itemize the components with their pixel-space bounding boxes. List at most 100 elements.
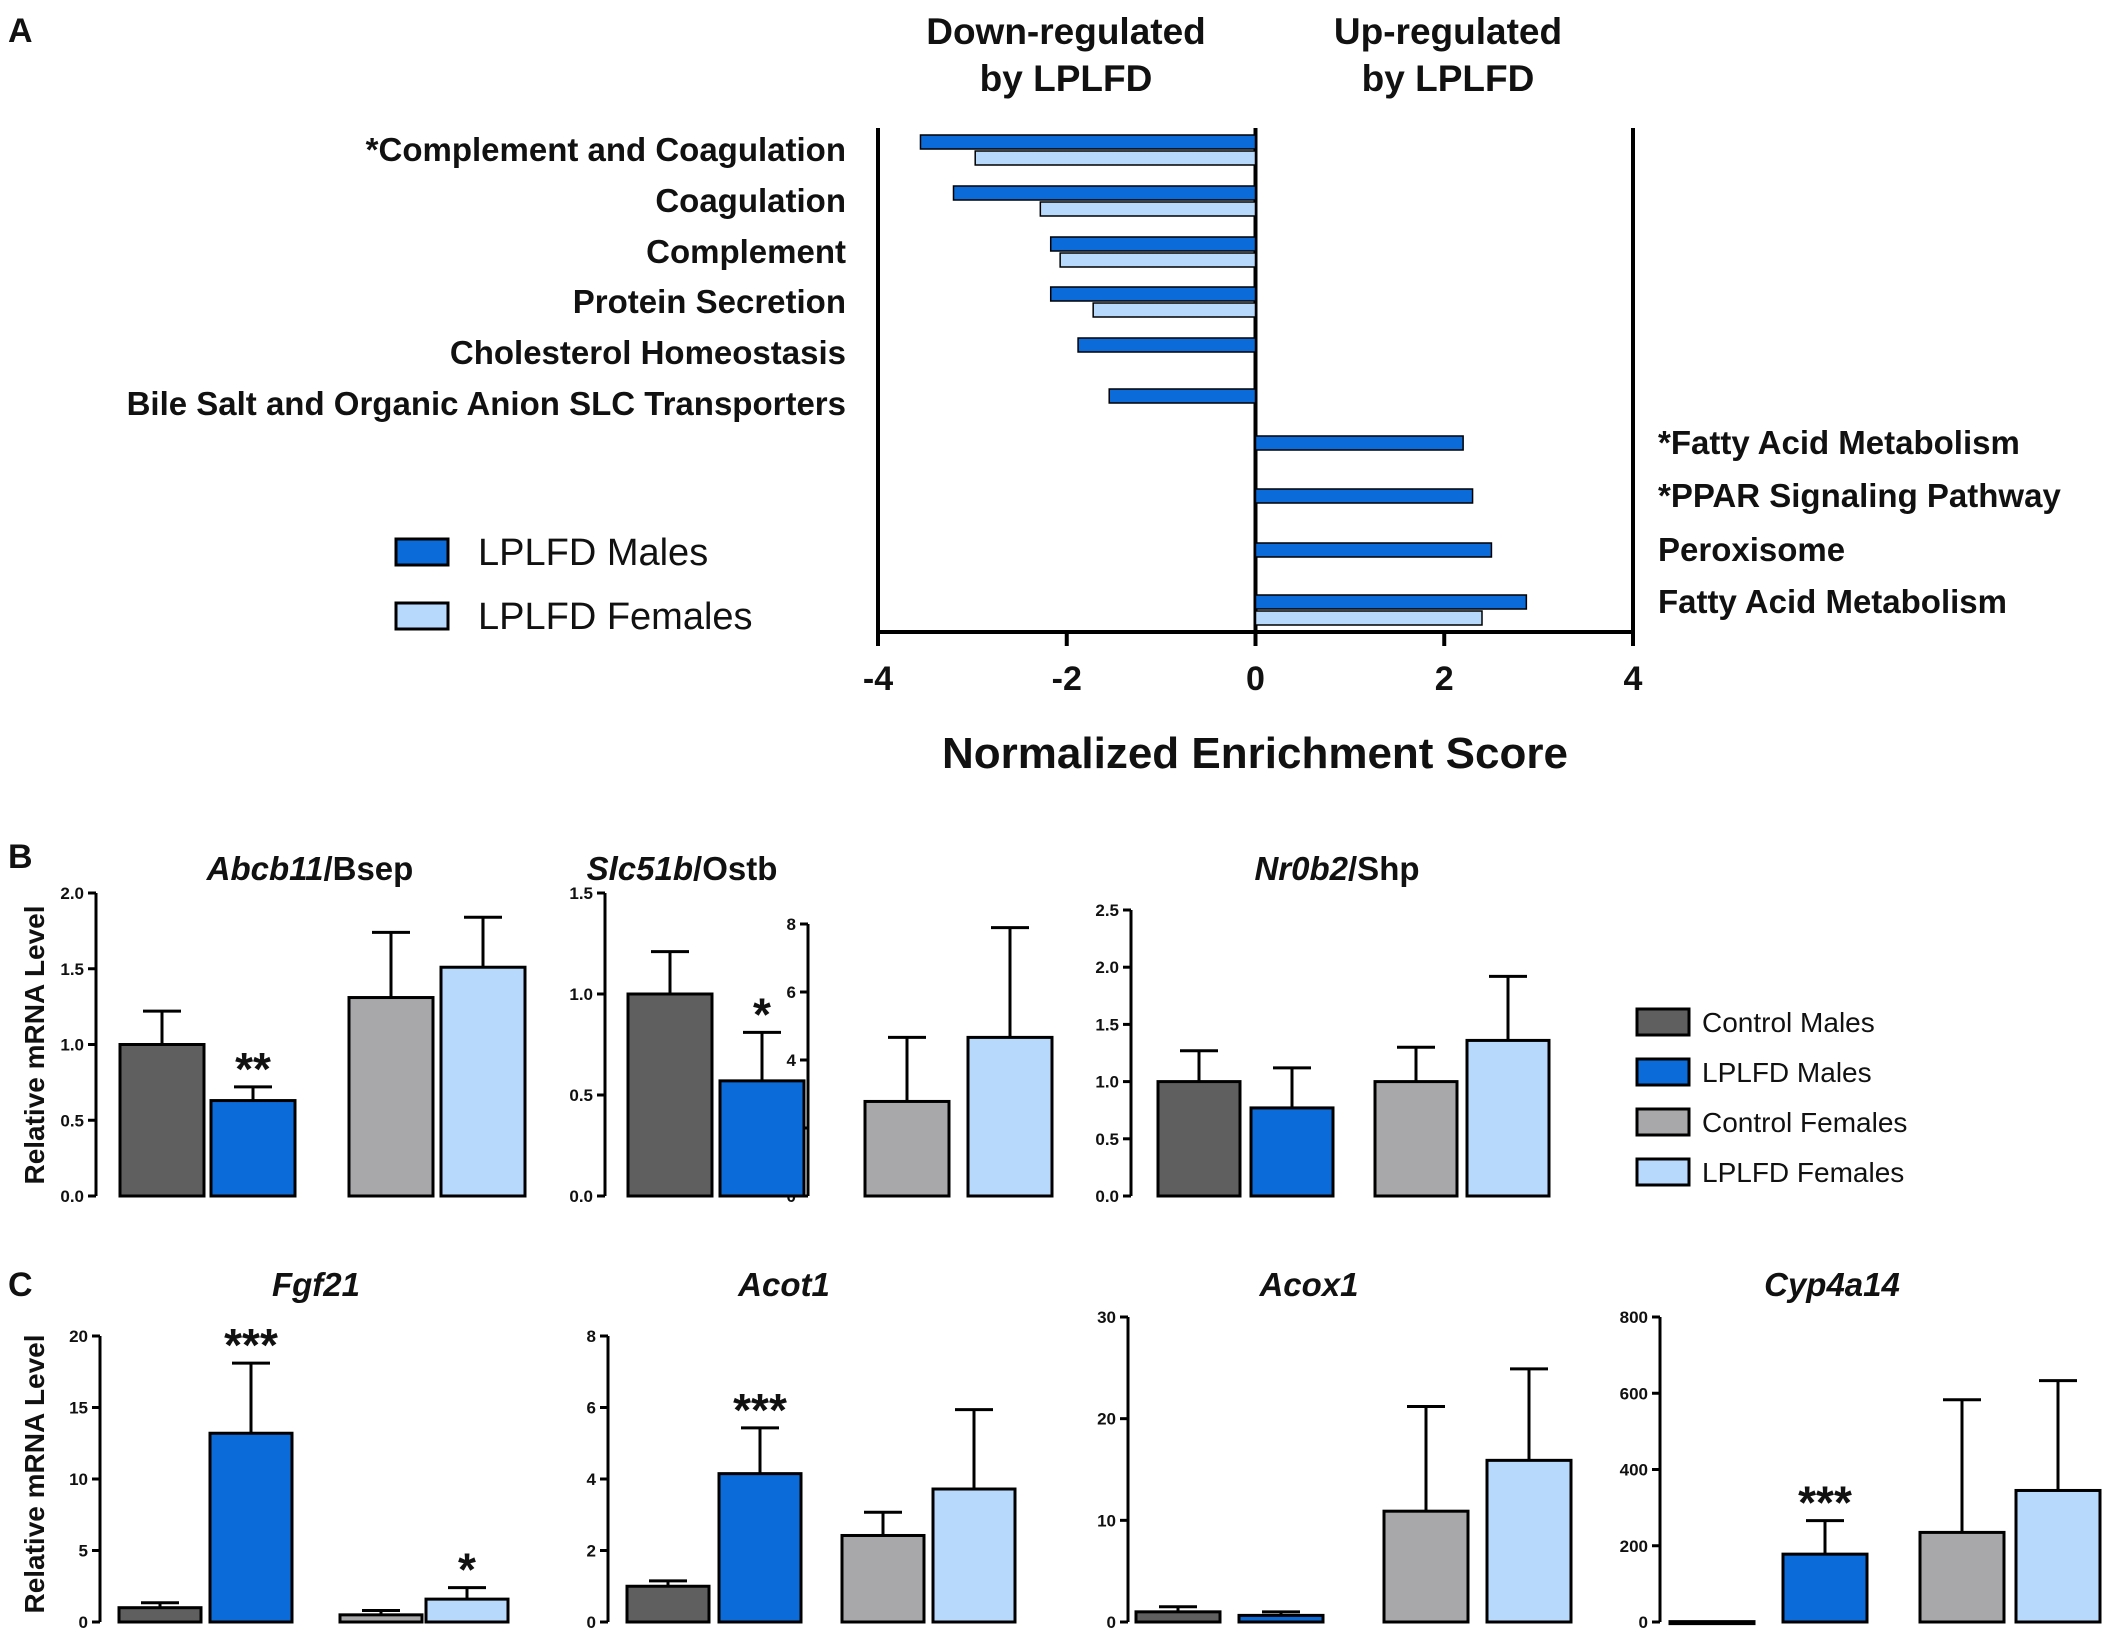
pathway-label: Cholesterol Homeostasis — [450, 334, 846, 371]
bar-control-females — [347, 996, 435, 1198]
legend-a-swatch — [394, 537, 450, 567]
y-tick-label: 10 — [1097, 1511, 1116, 1530]
bar-control-females — [840, 1533, 926, 1624]
y-tick-label: 0.5 — [60, 1111, 84, 1130]
nes-bar-males — [1077, 337, 1257, 353]
y-tick-label: 2.0 — [1095, 958, 1119, 977]
legend-a-label: LPLFD Females — [478, 596, 753, 638]
nes-bar-males — [1049, 236, 1257, 252]
y-tick-label: 1.5 — [569, 884, 593, 903]
panel-title: Nr0b2/Shp — [1254, 850, 1419, 887]
y-tick-label: 15 — [69, 1399, 88, 1418]
pathway-label: Fatty Acid Metabolism — [1658, 583, 2007, 620]
y-tick-label: 6 — [787, 983, 796, 1002]
pathway-label: *Complement and Coagulation — [366, 131, 846, 168]
y-tick-label: 8 — [587, 1327, 596, 1346]
y-tick-label: 8 — [787, 915, 796, 934]
y-tick-label: 0.5 — [1095, 1130, 1119, 1149]
bar-control-males — [1134, 1610, 1222, 1624]
panel-title-gene: Acot1 — [737, 1266, 830, 1303]
bar-lplfd-females — [966, 1035, 1054, 1198]
panel-title: Acox1 — [1258, 1266, 1358, 1303]
y-tick-label: 30 — [1097, 1308, 1116, 1327]
y-tick-label: 4 — [587, 1470, 597, 1489]
nes-x-tick-label: 4 — [1624, 660, 1643, 698]
y-tick-label: 600 — [1620, 1384, 1648, 1403]
panel-title-gene: Nr0b2 — [1254, 850, 1348, 887]
y-tick-label: 1.0 — [569, 985, 593, 1004]
bar-control-females — [338, 1613, 424, 1624]
nes-bar-males — [952, 185, 1257, 201]
nes-bar-males — [1254, 594, 1528, 610]
pathway-label: *Fatty Acid Metabolism — [1658, 424, 2020, 461]
nes-bar-females — [1254, 610, 1483, 626]
bar-lplfd-females — [424, 1597, 510, 1624]
nes-bar-females — [1059, 252, 1257, 268]
legend-b-label: Control Males — [1702, 1007, 1875, 1038]
y-tick-label: 400 — [1620, 1461, 1648, 1480]
down-header-line2: by LPLFD — [980, 58, 1153, 99]
pathway-label: *PPAR Signaling Pathway — [1658, 477, 2061, 514]
bar-control-females — [1918, 1530, 2006, 1624]
y-tick-label: 1.0 — [60, 1036, 84, 1055]
y-tick-label: 1.5 — [60, 960, 84, 979]
bar-control-females — [863, 1099, 951, 1198]
y-tick-label: 20 — [1097, 1410, 1116, 1429]
pathway-label: Peroxisome — [1658, 531, 1845, 568]
significance-mark: ** — [235, 1043, 271, 1095]
panel-title-gene: Acox1 — [1258, 1266, 1358, 1303]
panel-title: Cyp4a14 — [1764, 1266, 1900, 1303]
y-tick-label: 0 — [1639, 1613, 1648, 1632]
nes-bar-males — [1254, 435, 1464, 451]
legend-b-label: LPLFD Females — [1702, 1157, 1904, 1188]
nes-bar-males — [1108, 388, 1257, 404]
significance-mark: *** — [733, 1384, 787, 1436]
panel-title: Abcb11/Bsep — [206, 850, 414, 887]
y-tick-label: 800 — [1620, 1308, 1648, 1327]
down-header-line1: Down-regulated — [926, 11, 1206, 52]
bar-lplfd-males — [208, 1431, 294, 1624]
bar-control-females — [1373, 1080, 1459, 1198]
y-tick-label: 2 — [587, 1542, 596, 1561]
bar-lplfd-males — [717, 1472, 803, 1624]
nes-bar-females — [1092, 302, 1257, 318]
panel-title-gene: Cyp4a14 — [1764, 1266, 1900, 1303]
legend-b-swatch — [1635, 1007, 1691, 1037]
y-tick-label: 0.5 — [569, 1086, 593, 1105]
panel-title-gene: Fgf21 — [272, 1266, 360, 1303]
bar-lplfd-females — [2014, 1488, 2102, 1624]
bar-lplfd-males — [1781, 1552, 1869, 1624]
nes-x-tick-label: -4 — [863, 660, 893, 698]
bar-control-males — [626, 992, 714, 1198]
y-tick-label: 200 — [1620, 1537, 1648, 1556]
significance-mark: * — [458, 1544, 476, 1596]
y-tick-label: 10 — [69, 1470, 88, 1489]
nes-axis-title: Normalized Enrichment Score — [942, 729, 1568, 778]
y-tick-label: 1.0 — [1095, 1073, 1119, 1092]
bar-control-males — [1156, 1080, 1242, 1198]
panel-b-bar-charts: Abcb11/Bsep 0.0 0.5 1.0 1.5 2.0 ** Relative mRN… — [19, 850, 1551, 1206]
significance-mark: * — [753, 988, 771, 1040]
panel-title: Slc51b/Ostb — [587, 850, 778, 887]
legend-b-label: LPLFD Males — [1702, 1057, 1872, 1088]
bar-lplfd-females — [1465, 1038, 1551, 1198]
bar-lplfd-males — [209, 1099, 297, 1198]
pathway-label: Bile Salt and Organic Anion SLC Transpor… — [127, 385, 846, 422]
nes-x-tick-label: -2 — [1052, 660, 1082, 698]
y-tick-label: 0.0 — [1095, 1187, 1119, 1206]
legend-b-swatch — [1635, 1107, 1691, 1137]
y-axis-title-c: Relative mRNA Level — [19, 1334, 50, 1613]
bar-control-females — [1382, 1509, 1470, 1624]
nes-bar-males — [1049, 286, 1257, 302]
pathway-label: Coagulation — [655, 182, 846, 219]
y-tick-label: 0.0 — [569, 1187, 593, 1206]
nes-bar-males — [1254, 488, 1474, 504]
panel-label-a: A — [8, 12, 33, 50]
panel-title-protein: /Ostb — [693, 850, 777, 887]
significance-mark: *** — [1798, 1477, 1852, 1529]
legend-b: Control Males LPLFD Males Control Females L… — [1635, 1007, 1907, 1188]
y-tick-label: 4 — [787, 1051, 797, 1070]
panel-title: Fgf21 — [272, 1266, 360, 1303]
panel-title-protein: /Shp — [1348, 850, 1420, 887]
